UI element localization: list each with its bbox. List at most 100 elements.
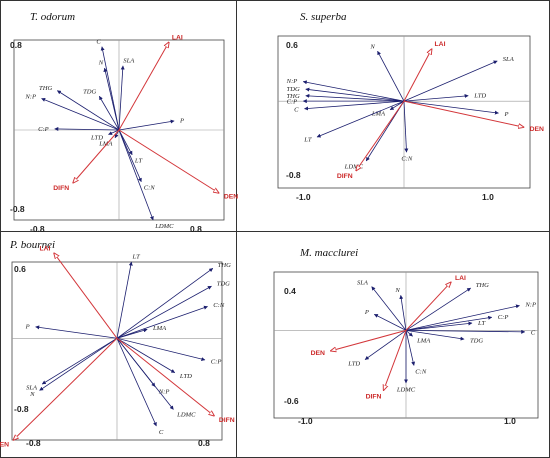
trait-label: P xyxy=(503,111,508,118)
environment-arrow xyxy=(73,129,120,183)
trait-label: LMA xyxy=(98,141,113,148)
environment-arrow xyxy=(13,337,118,440)
environment-arrow xyxy=(116,337,214,416)
panel-title: S. superba xyxy=(300,11,347,23)
trait-arrow xyxy=(116,261,133,339)
environment-arrow xyxy=(356,100,405,170)
environment-arrow xyxy=(405,282,451,331)
trait-arrow xyxy=(116,285,212,339)
y-tick-label: 0.6 xyxy=(286,40,298,50)
trait-arrow xyxy=(364,330,407,360)
y-tick-label: -0.8 xyxy=(286,170,301,180)
trait-label: C:N xyxy=(415,369,427,376)
trait-label: P xyxy=(179,117,184,124)
trait-arrow xyxy=(405,304,520,331)
trait-arrow xyxy=(371,286,407,331)
environment-arrow xyxy=(118,129,219,193)
trait-arrow xyxy=(116,338,157,427)
x-tick-label: -0.8 xyxy=(30,224,45,234)
trait-arrow xyxy=(35,325,118,339)
trait-arrow xyxy=(98,95,120,131)
trait-arrow xyxy=(116,338,174,410)
trait-arrow xyxy=(54,126,120,131)
biplot-panel: M. macclurei -1.0 1.0 0.4 -0.6 SLA N THG N:P P C:P… xyxy=(273,247,539,426)
trait-arrow xyxy=(405,287,472,331)
biplot-panel: P. bournei -0.8 0.8 0.6 -0.8 LT THG TDG C:N LMA P C… xyxy=(0,239,235,449)
trait-label: N:P xyxy=(158,389,170,396)
x-tick-label: 0.8 xyxy=(198,438,210,448)
panel-title: T. odorum xyxy=(30,11,75,23)
environment-arrow xyxy=(54,253,118,339)
trait-arrow xyxy=(116,305,208,339)
y-tick-label: -0.8 xyxy=(14,404,29,414)
x-tick-label: 1.0 xyxy=(504,416,516,426)
trait-arrow xyxy=(56,90,120,131)
trait-label: N:P xyxy=(524,302,536,309)
trait-arrow xyxy=(405,330,416,366)
trait-arrow xyxy=(403,100,499,115)
trait-arrow xyxy=(116,328,148,339)
trait-label: C xyxy=(96,38,101,45)
trait-arrow xyxy=(41,337,118,385)
trait-label: C xyxy=(159,429,164,436)
trait-label: C xyxy=(294,107,299,114)
trait-label: C:N xyxy=(213,302,225,309)
trait-arrow xyxy=(103,67,120,131)
trait-label: N xyxy=(369,43,375,50)
panel-title: P. bournei xyxy=(9,239,55,251)
trait-arrow xyxy=(116,337,206,361)
trait-label: THG xyxy=(287,93,300,100)
trait-label: N xyxy=(98,60,104,67)
trait-arrow xyxy=(302,80,405,102)
trait-label: SLA xyxy=(503,56,515,63)
trait-arrow xyxy=(305,87,405,102)
environment-label: DIFN xyxy=(53,185,69,192)
trait-label: THG xyxy=(218,262,231,269)
trait-label: SLA xyxy=(26,385,38,392)
trait-arrow xyxy=(403,94,469,102)
trait-label: N:P xyxy=(286,78,298,85)
trait-label: LMA xyxy=(371,110,386,117)
trait-arrow xyxy=(116,268,214,339)
trait-label: LT xyxy=(134,157,144,164)
trait-arrow xyxy=(116,337,176,373)
environment-arrow xyxy=(118,42,169,131)
trait-label: N:P xyxy=(24,94,36,101)
trait-arrow xyxy=(399,294,407,331)
trait-arrow xyxy=(118,65,125,131)
trait-label: THG xyxy=(476,282,489,289)
trait-arrow xyxy=(118,129,154,221)
environment-arrow xyxy=(403,100,524,127)
trait-arrow xyxy=(108,129,120,135)
trait-arrow xyxy=(403,101,409,153)
trait-arrow xyxy=(316,100,405,138)
trait-label: C:P xyxy=(498,314,509,321)
y-tick-label: -0.6 xyxy=(284,396,299,406)
trait-arrow xyxy=(41,98,120,131)
trait-label: TDG xyxy=(287,86,300,93)
trait-arrow xyxy=(305,93,405,102)
trait-label: LDMC xyxy=(176,412,196,419)
environment-label: DEN xyxy=(224,194,238,201)
trait-label: LDMC xyxy=(396,386,416,393)
trait-arrow xyxy=(373,313,407,331)
trait-arrow xyxy=(403,60,498,102)
environment-label: DEN xyxy=(0,442,9,449)
x-tick-label: -1.0 xyxy=(296,192,311,202)
biplot-panel: S. superba -1.0 1.0 0.6 -0.8 N SLA N:PTDGTHGC:P… xyxy=(277,11,544,202)
trait-label: N xyxy=(394,287,400,294)
y-tick-label: 0.8 xyxy=(10,40,22,50)
environment-arrow xyxy=(331,329,407,350)
trait-label: C:N xyxy=(144,185,156,192)
trait-label: LMA xyxy=(416,338,431,345)
panel-title: M. macclurei xyxy=(299,247,358,259)
trait-label: TDG xyxy=(217,281,230,288)
environment-label: DIFN xyxy=(219,417,235,424)
trait-label: LTD xyxy=(347,360,360,367)
trait-label: N xyxy=(29,391,35,398)
trait-label: LT xyxy=(303,137,313,144)
environment-label: LAI xyxy=(435,41,446,48)
trait-label: LMA xyxy=(152,325,167,332)
y-tick-label: 0.6 xyxy=(14,264,26,274)
